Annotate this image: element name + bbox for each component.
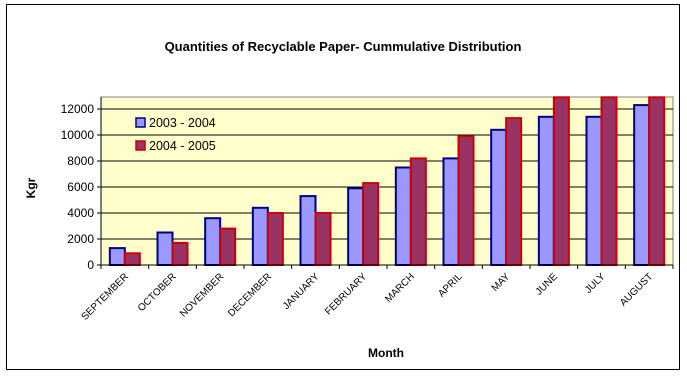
bar-2004-2005 [219, 227, 237, 267]
bar-2004-2005 [362, 182, 380, 267]
bar-2003-2004 [204, 217, 222, 266]
y-tick-label: 0 [87, 258, 94, 272]
y-tick-labels: 0 2000 4000 6000 8000 10000 12000 [61, 102, 101, 272]
bar-2004-2005 [314, 212, 332, 266]
x-tick-label: AUGUST [618, 271, 655, 308]
gridlines [101, 108, 673, 240]
x-tick-label: JUNE [534, 271, 560, 297]
bar-2003-2004 [537, 115, 555, 266]
bar-2003-2004 [442, 157, 460, 266]
legend-label-2003-2004: 2003 - 2004 [149, 116, 216, 130]
bar-2003-2004 [347, 187, 365, 266]
x-tick-labels: SEPTEMBER OCTOBER NOVEMBER DECEMBER JANUARY F… [80, 265, 674, 323]
x-tick-label: MAY [490, 271, 513, 294]
bar-2004-2005 [266, 212, 284, 266]
bar-2003-2004 [490, 128, 508, 266]
bar-2003-2004 [585, 115, 603, 266]
bar-2003-2004 [156, 231, 174, 266]
y-tick-label: 12000 [61, 102, 95, 116]
bar-2003-2004 [108, 247, 126, 267]
bar-2003-2004 [394, 166, 412, 266]
x-tick-label: FEBRUARY [323, 271, 369, 317]
chart-title: Quantities of Recyclable Paper- Cummulat… [165, 39, 522, 54]
legend: 2003 - 2004 2004 - 2005 [135, 116, 216, 153]
legend-swatch-2004-2005 [135, 140, 146, 151]
x-axis-title: Month [368, 346, 404, 360]
y-tick-label: 10000 [61, 128, 95, 142]
bar-2004-2005 [457, 135, 475, 266]
legend-label-2004-2005: 2004 - 2005 [149, 139, 216, 153]
x-tick-label: NOVEMBER [178, 271, 226, 319]
x-tick-label: OCTOBER [136, 271, 179, 314]
y-tick-label: 6000 [67, 180, 94, 194]
bar-2004-2005 [600, 96, 618, 266]
x-tick-label: MARCH [383, 271, 417, 305]
bar-2004-2005 [123, 252, 141, 267]
y-axis-title: Kgr [24, 177, 38, 198]
y-tick-label: 4000 [67, 206, 94, 220]
x-tick-label: JULY [583, 271, 608, 296]
legend-swatch-2003-2004 [135, 117, 146, 128]
plot-area [100, 96, 674, 266]
bar-2004-2005 [552, 96, 570, 266]
x-tick-label: APRIL [436, 271, 465, 300]
y-tick-label: 2000 [67, 232, 94, 246]
bar-2004-2005 [171, 241, 189, 266]
bar-2003-2004 [251, 206, 269, 267]
x-tick-label: JANUARY [281, 271, 322, 312]
x-tick-label: SEPTEMBER [80, 271, 131, 322]
x-tick-label: DECEMBER [226, 271, 274, 319]
bar-2004-2005 [648, 96, 666, 266]
bar-2004-2005 [505, 117, 523, 266]
y-tick-label: 8000 [67, 154, 94, 168]
bar-2003-2004 [633, 104, 651, 266]
bar-2004-2005 [409, 157, 427, 266]
bar-2003-2004 [299, 195, 317, 267]
bars [108, 96, 666, 267]
